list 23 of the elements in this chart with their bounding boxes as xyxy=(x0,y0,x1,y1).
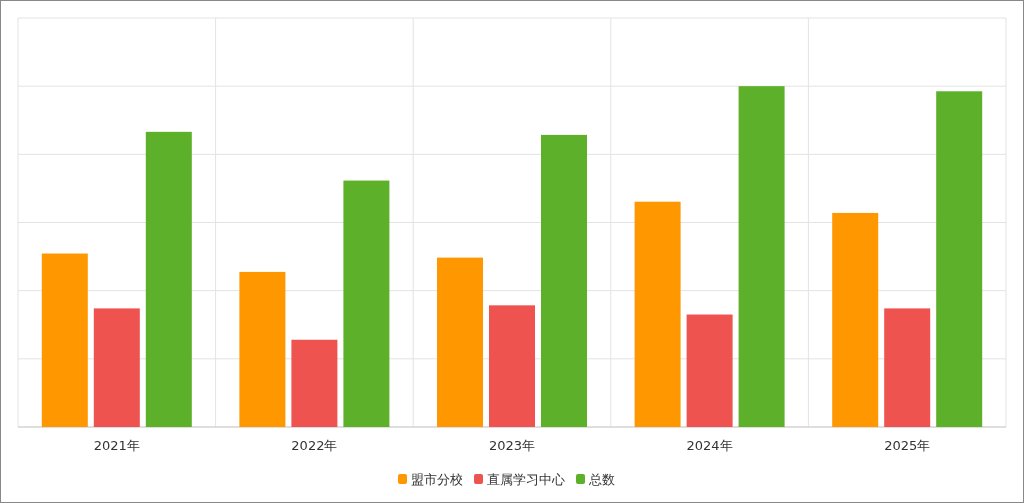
bar xyxy=(738,86,785,427)
bar xyxy=(291,339,338,427)
x-tick-label: 2025年 xyxy=(884,438,931,453)
legend-label: 直属学习中心 xyxy=(487,472,565,487)
bar xyxy=(884,308,931,427)
x-tick-label: 2023年 xyxy=(488,438,536,453)
bar xyxy=(936,91,983,427)
bar xyxy=(145,131,192,427)
bar xyxy=(541,134,587,427)
bar xyxy=(239,271,286,427)
bar xyxy=(489,305,535,427)
bar xyxy=(686,314,733,427)
bar xyxy=(634,201,681,427)
bar xyxy=(343,180,390,427)
legend-label: 总数 xyxy=(588,472,615,487)
bar xyxy=(832,212,879,427)
legend-label: 盟市分校 xyxy=(411,472,463,487)
bar xyxy=(93,308,140,427)
x-tick-label: 2022年 xyxy=(291,438,338,453)
x-tick-label: 2021年 xyxy=(93,438,140,453)
bar xyxy=(41,253,88,427)
x-tick-label: 2024年 xyxy=(686,438,733,453)
bar xyxy=(437,257,483,427)
